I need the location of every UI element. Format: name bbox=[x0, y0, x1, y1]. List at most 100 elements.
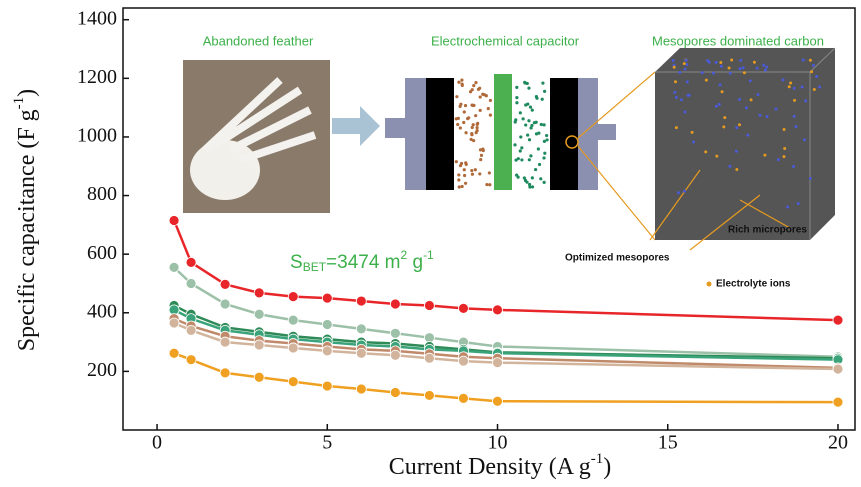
ion-dot bbox=[715, 154, 719, 158]
data-point bbox=[424, 300, 435, 311]
series-line bbox=[173, 304, 838, 360]
ion-dot bbox=[543, 151, 547, 155]
ion-dot bbox=[781, 78, 785, 82]
ion-dot bbox=[683, 67, 687, 71]
ion-dot bbox=[522, 176, 526, 180]
data-point bbox=[321, 345, 333, 357]
ion-dot bbox=[692, 140, 696, 144]
ion-dot bbox=[486, 106, 490, 111]
ion-dot bbox=[468, 90, 473, 94]
mesopores-label: Optimized mesopores bbox=[565, 253, 670, 264]
data-point bbox=[219, 298, 231, 310]
ion-dot bbox=[530, 123, 534, 128]
ion-dot bbox=[672, 65, 676, 69]
ion-dot bbox=[671, 59, 675, 63]
ion-dot bbox=[475, 126, 479, 130]
ion-dot bbox=[765, 65, 769, 69]
ion-dot bbox=[479, 158, 483, 162]
data-point bbox=[185, 324, 197, 336]
data-point bbox=[321, 319, 333, 330]
ion-dot bbox=[802, 138, 806, 142]
ion-dot bbox=[524, 123, 528, 127]
data-point bbox=[355, 383, 367, 395]
zoom-lines bbox=[577, 71, 656, 241]
ion-dot bbox=[471, 123, 475, 127]
ion-dot bbox=[518, 149, 522, 153]
ion-dot bbox=[765, 115, 769, 119]
data-point bbox=[389, 327, 401, 339]
ion-dot bbox=[519, 135, 523, 139]
ion-dot bbox=[812, 87, 816, 91]
ion-dot bbox=[482, 93, 487, 97]
ion-dot bbox=[525, 81, 529, 86]
ion-dot bbox=[741, 66, 745, 70]
arrow bbox=[332, 106, 380, 146]
ion-dot bbox=[796, 201, 800, 205]
ion-dot bbox=[678, 70, 682, 74]
ion-dot bbox=[673, 80, 677, 84]
data-point bbox=[458, 392, 469, 404]
y-tick-label: 1200 bbox=[77, 66, 117, 88]
data-point bbox=[253, 308, 265, 320]
x-axis-label: Current Density (A g-1) bbox=[389, 451, 611, 479]
ion-dot bbox=[515, 101, 519, 105]
data-point bbox=[219, 336, 231, 348]
ion-dot bbox=[727, 66, 731, 70]
ion-dot bbox=[458, 126, 462, 130]
ion-dot bbox=[723, 116, 727, 120]
ion-dot bbox=[734, 149, 738, 153]
ion-dot bbox=[457, 178, 461, 182]
data-point bbox=[458, 355, 469, 367]
ion-dot bbox=[474, 114, 478, 118]
ion-dot bbox=[470, 172, 475, 176]
micropores-label: Rich micropores bbox=[728, 225, 807, 236]
ion-dot bbox=[478, 95, 482, 99]
ion-dot bbox=[735, 126, 739, 130]
ion-dot bbox=[460, 184, 464, 189]
electrode bbox=[550, 78, 578, 190]
ion-dot bbox=[752, 60, 756, 64]
feather-label: Abandoned feather bbox=[203, 33, 314, 48]
y-tick-label: 400 bbox=[87, 300, 117, 322]
ion-dot bbox=[518, 111, 522, 115]
ion-dot bbox=[454, 160, 458, 164]
data-point bbox=[492, 395, 503, 407]
data-point bbox=[168, 261, 180, 273]
ion-dot bbox=[470, 131, 474, 136]
ion-dot bbox=[513, 120, 517, 124]
ion-dots bbox=[454, 58, 822, 209]
ion-dot bbox=[460, 78, 464, 82]
ion-dot bbox=[818, 85, 822, 89]
data-point bbox=[321, 292, 333, 304]
ion-dot bbox=[774, 107, 778, 111]
ion-dot bbox=[462, 110, 466, 114]
ion-dot bbox=[533, 167, 538, 172]
ion-dot bbox=[787, 85, 791, 89]
ion-dot bbox=[737, 123, 741, 127]
data-point bbox=[355, 323, 367, 335]
ion-dot bbox=[529, 126, 533, 130]
ion-dot bbox=[808, 176, 812, 180]
ion-dot bbox=[527, 86, 531, 90]
ion-dot bbox=[457, 185, 461, 189]
ion-dot bbox=[540, 97, 544, 101]
ion-dot bbox=[711, 71, 715, 75]
ion-dot bbox=[528, 185, 532, 189]
carbon-label: Mesopores dominated carbon bbox=[652, 33, 824, 48]
ion-dot bbox=[789, 81, 793, 85]
ion-dot bbox=[728, 164, 732, 168]
ion-dot bbox=[776, 158, 780, 162]
cube-edges bbox=[655, 47, 836, 240]
ion-dot bbox=[763, 68, 767, 72]
electrode bbox=[426, 78, 454, 190]
ion-dot bbox=[714, 60, 718, 64]
ion-dot bbox=[738, 67, 742, 71]
ion-dot bbox=[527, 182, 532, 187]
ion-dot bbox=[815, 75, 819, 79]
ion-dot bbox=[469, 137, 473, 142]
ion-dot bbox=[536, 147, 540, 151]
series-line bbox=[172, 219, 839, 322]
ion-dot bbox=[673, 90, 677, 94]
ion-dot bbox=[782, 127, 786, 131]
ion-dot bbox=[683, 110, 687, 114]
